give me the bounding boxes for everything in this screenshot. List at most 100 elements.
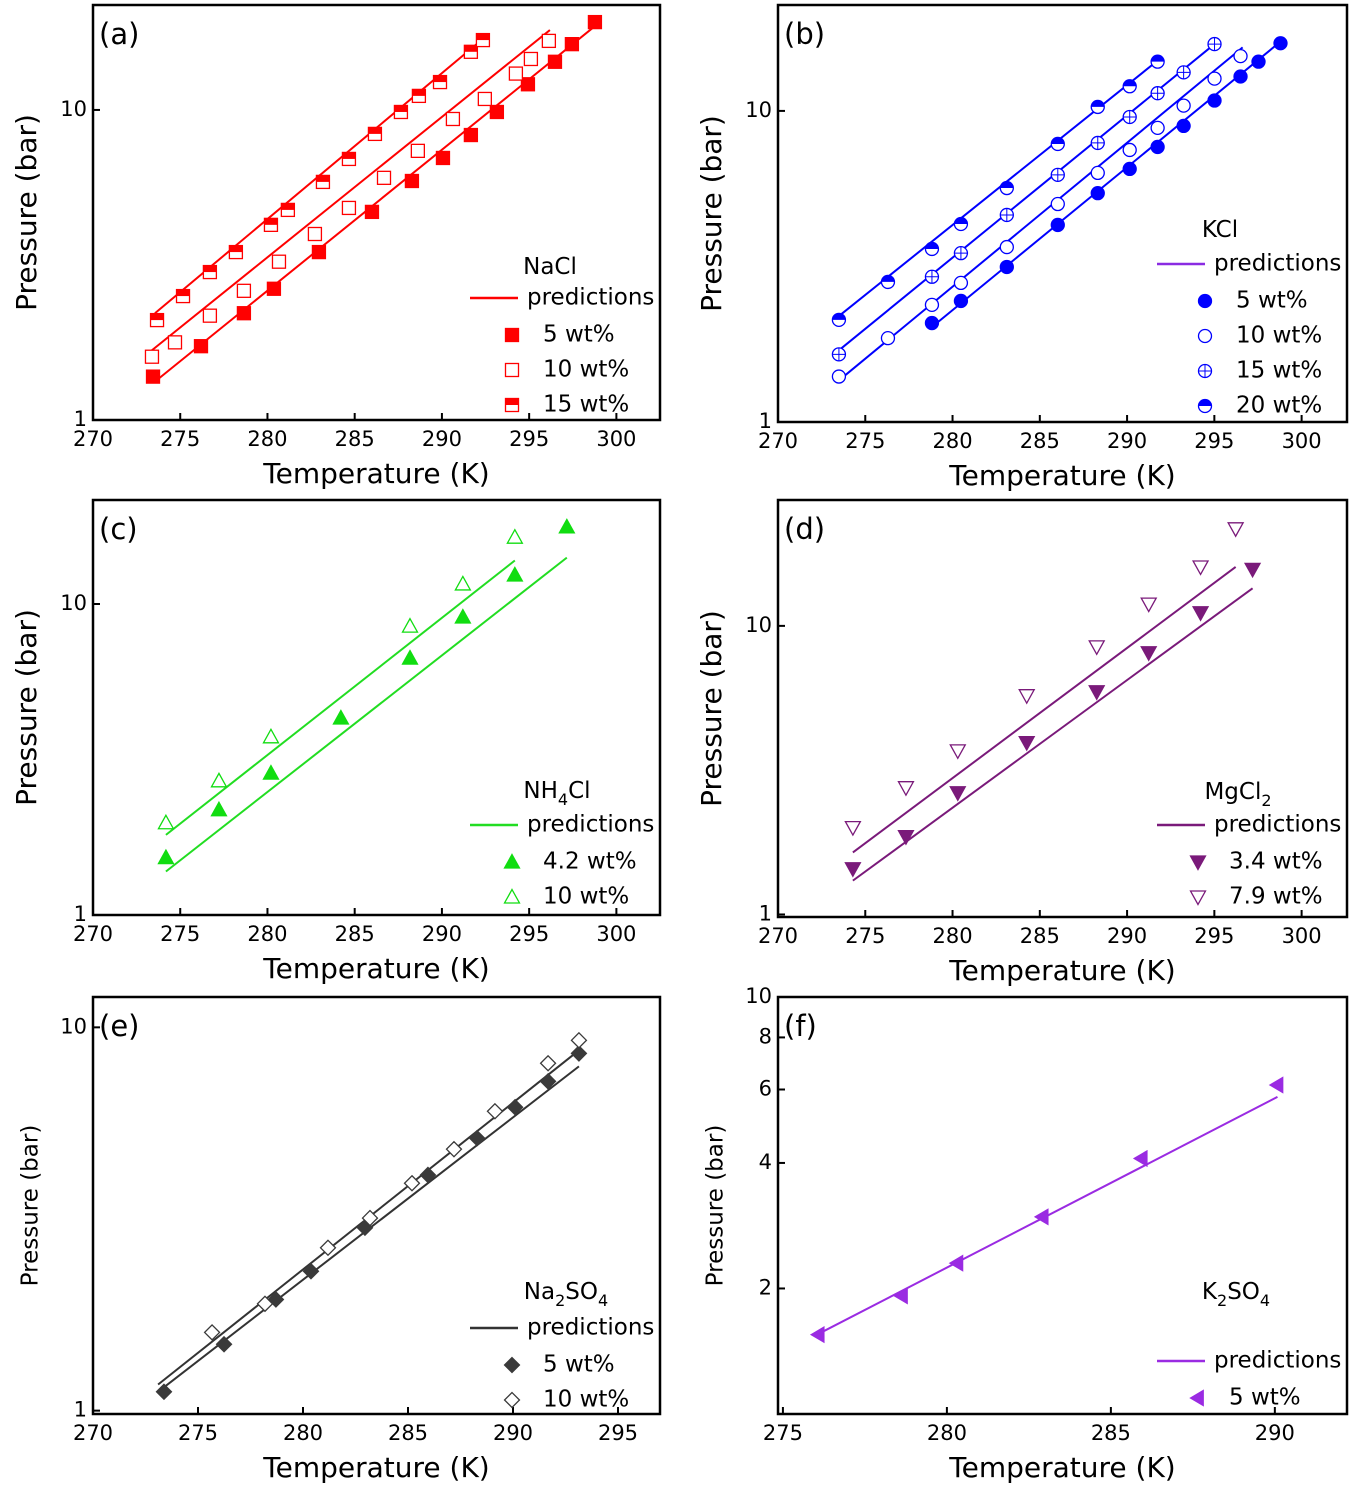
x-tick-label: 295: [1194, 429, 1234, 453]
panel: 270 275 280 285 290 295 300 1 10 (c) Temperature (…: [10, 498, 662, 985]
legend-label: 10 wt%: [543, 357, 629, 383]
panel: 270 275 280 285 290 295 300 1 10 (a) Temperature (…: [10, 3, 662, 490]
panel-label: (f): [784, 1009, 817, 1043]
panel-label: (d): [784, 512, 825, 546]
x-tick-label: 295: [509, 427, 549, 451]
legend-label: 3.4 wt%: [1229, 849, 1323, 875]
marker-cross: [954, 246, 968, 260]
marker-cross: [1051, 168, 1065, 182]
marker-cross: [1177, 65, 1191, 79]
marker: [193, 339, 209, 354]
marker-cross: [925, 270, 939, 284]
marker: [445, 111, 461, 127]
marker-fill: [264, 218, 278, 225]
marker-fill: [1051, 137, 1065, 144]
marker: [587, 14, 603, 30]
marker-fill: [1151, 55, 1165, 62]
marker: [897, 781, 915, 797]
marker: [558, 518, 576, 534]
marker: [953, 293, 969, 309]
prediction-line: [838, 46, 1244, 382]
marker: [1233, 69, 1248, 84]
marker: [1018, 735, 1036, 752]
marker: [1197, 293, 1213, 309]
marker: [1088, 685, 1106, 701]
marker: [1090, 186, 1105, 201]
legend-label: 10 wt%: [543, 884, 629, 910]
y-axis-label: Pressure (bar): [695, 610, 728, 807]
marker-fill: [342, 152, 356, 159]
x-tick-label: 285: [1020, 429, 1060, 453]
marker: [361, 1209, 379, 1227]
marker-cross: [832, 347, 846, 361]
x-tick-label: 280: [247, 922, 287, 946]
x-tick-label: 290: [422, 922, 462, 946]
marker: [948, 1254, 964, 1272]
marker: [271, 254, 287, 269]
x-tick-label: 275: [178, 1421, 218, 1445]
y-tick-label: 8: [759, 1024, 772, 1048]
marker: [1251, 54, 1266, 69]
legend-label: 7.9 wt%: [1229, 884, 1323, 910]
marker: [844, 862, 862, 878]
x-tick-label: 270: [73, 922, 113, 946]
panel-label: (e): [99, 1009, 139, 1043]
legend-label: 10 wt%: [543, 1387, 629, 1413]
x-tick-label: 300: [596, 427, 636, 451]
panel: 270 275 280 285 290 295 1 10 (e) Temperature (K) P…: [18, 995, 662, 1484]
plot-frame: [91, 995, 662, 1416]
marker: [1090, 165, 1105, 181]
y-axis-label: Pressure (bar): [695, 115, 728, 312]
legend-label: predictions: [527, 285, 654, 311]
legend-label: predictions: [527, 812, 654, 838]
plot-frame: [776, 498, 1349, 919]
x-axis-label: Temperature (K): [262, 457, 489, 490]
marker: [167, 335, 183, 350]
x-tick-label: 275: [845, 924, 885, 948]
y-tick-label: 4: [759, 1150, 772, 1174]
marker: [893, 1287, 908, 1305]
x-tick-label: 290: [422, 427, 462, 451]
marker: [157, 813, 175, 830]
marker: [1088, 640, 1106, 656]
y-tick-label: 10: [745, 98, 772, 122]
marker-fill: [281, 203, 295, 210]
x-tick-label: 285: [335, 427, 375, 451]
legend-title: KCl: [1202, 217, 1238, 243]
marker: [266, 281, 282, 296]
marker: [1140, 597, 1158, 613]
marker: [404, 173, 420, 189]
legend-label: 5 wt%: [543, 1352, 615, 1378]
marker: [831, 369, 847, 384]
marker: [1189, 1389, 1204, 1407]
marker: [311, 244, 327, 260]
x-tick-label: 280: [283, 1421, 323, 1445]
prediction-line: [154, 27, 594, 383]
marker: [410, 143, 425, 159]
marker: [503, 1356, 521, 1374]
x-tick-label: 290: [1255, 1421, 1295, 1445]
y-axis-label: Pressure (bar): [18, 1125, 44, 1287]
y-tick-label: 10: [60, 1014, 87, 1038]
prediction-line: [852, 566, 1237, 854]
marker: [302, 1262, 320, 1280]
marker: [1189, 855, 1207, 871]
marker: [1140, 646, 1158, 662]
legend-label: predictions: [527, 1315, 654, 1341]
marker: [477, 91, 492, 107]
marker: [1050, 196, 1065, 212]
prediction-line: [165, 556, 568, 873]
x-tick-label: 300: [1282, 924, 1322, 948]
x-tick-label: 285: [335, 922, 375, 946]
legend-title: Na2SO4: [524, 1279, 608, 1311]
legend-label: predictions: [1214, 812, 1341, 838]
marker-fill: [476, 33, 490, 41]
marker: [1033, 1208, 1049, 1226]
marker: [1176, 118, 1191, 134]
plot-frame: [776, 995, 1349, 1416]
marker: [445, 1140, 463, 1158]
marker: [155, 1383, 173, 1401]
marker-fill: [150, 313, 164, 321]
marker: [376, 170, 392, 185]
